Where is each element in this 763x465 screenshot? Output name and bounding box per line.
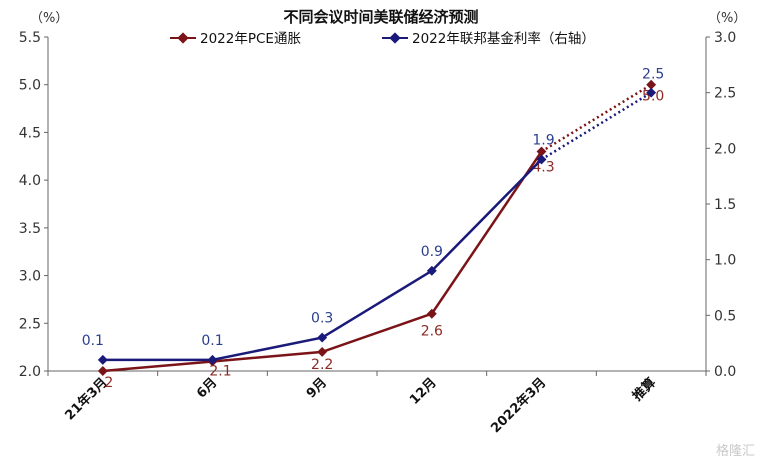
series-1-point bbox=[207, 354, 218, 365]
left-tick-label: 5.5 bbox=[19, 30, 41, 46]
left-tick-label: 4.0 bbox=[19, 173, 41, 189]
series-1-data-label: 0.3 bbox=[311, 311, 333, 327]
legend-fed-label: 2022年联邦基金利率（右轴） bbox=[412, 30, 595, 47]
legend-pce-label: 2022年PCE通胀 bbox=[200, 31, 301, 47]
series-1-point bbox=[536, 154, 547, 165]
series-0-data-label: 2.6 bbox=[421, 324, 443, 340]
x-tick-label: 21年3月 bbox=[62, 375, 111, 424]
plot-area: 22.1 2.22.64.35.00.1 0.10.30.91.92.5 bbox=[82, 67, 665, 391]
series-0-point bbox=[536, 146, 547, 157]
series-0-point bbox=[426, 308, 437, 319]
series-1-data-label: 1.9 bbox=[532, 132, 554, 148]
right-tick-label: 1.5 bbox=[714, 197, 736, 213]
left-axis-unit: （%） bbox=[30, 11, 68, 26]
series-1-point bbox=[646, 87, 657, 98]
series-0-point bbox=[317, 346, 328, 357]
series-0-data-label: 2.2 bbox=[311, 357, 333, 373]
series-1-data-label: 0.9 bbox=[421, 244, 443, 260]
x-tick-label: 推算 bbox=[629, 375, 659, 405]
axes: 2.0 2.5 3.0 3.5 4.0 4.5 5.0 5.5 0.0 0.5 1.0 1.5 2.0 2… bbox=[19, 30, 737, 436]
right-tick-label: 1.0 bbox=[714, 253, 736, 269]
x-tick-label: 2022年3月 bbox=[488, 375, 550, 437]
series-0-point bbox=[646, 79, 657, 90]
series-0-data-label: 2 bbox=[104, 375, 113, 391]
series-1-data-label: 0.1 bbox=[201, 333, 223, 349]
right-tick-label: 2.5 bbox=[714, 86, 736, 102]
left-tick-label: 2.0 bbox=[19, 364, 41, 380]
x-tick-label: 12月 bbox=[407, 375, 440, 408]
right-axis-unit: （%） bbox=[708, 11, 746, 26]
right-tick-label: 0.5 bbox=[714, 308, 736, 324]
right-tick-label: 0.0 bbox=[714, 364, 736, 380]
series-0-projection-line bbox=[540, 83, 652, 153]
series-1-data-label: 0.1 bbox=[82, 333, 104, 349]
x-tick-label: 9月 bbox=[304, 375, 330, 401]
series-1-line bbox=[102, 158, 543, 362]
legend-pce-marker bbox=[177, 32, 189, 44]
left-tick-label: 4.5 bbox=[19, 125, 41, 141]
series-0-data-label: 2.1 bbox=[209, 363, 231, 379]
series-1-point bbox=[426, 265, 437, 276]
chart-title: 不同会议时间美联储经济预测 bbox=[283, 8, 478, 26]
left-tick-label: 5.0 bbox=[19, 78, 41, 94]
series-1-data-label: 2.5 bbox=[642, 67, 664, 83]
legend: 2022年PCE通胀 2022年联邦基金利率（右轴） bbox=[170, 30, 595, 47]
series-1-point bbox=[97, 354, 108, 365]
watermark: 格隆汇 bbox=[715, 444, 755, 459]
legend-fed-marker bbox=[389, 32, 401, 44]
left-tick-label: 3.0 bbox=[19, 269, 41, 285]
left-tick-label: 3.5 bbox=[19, 221, 41, 237]
right-tick-label: 2.0 bbox=[714, 141, 736, 157]
left-tick-label: 2.5 bbox=[19, 316, 41, 332]
series-1-projection-line bbox=[540, 91, 652, 161]
series-1-point bbox=[317, 332, 328, 343]
right-tick-label: 3.0 bbox=[714, 30, 736, 46]
